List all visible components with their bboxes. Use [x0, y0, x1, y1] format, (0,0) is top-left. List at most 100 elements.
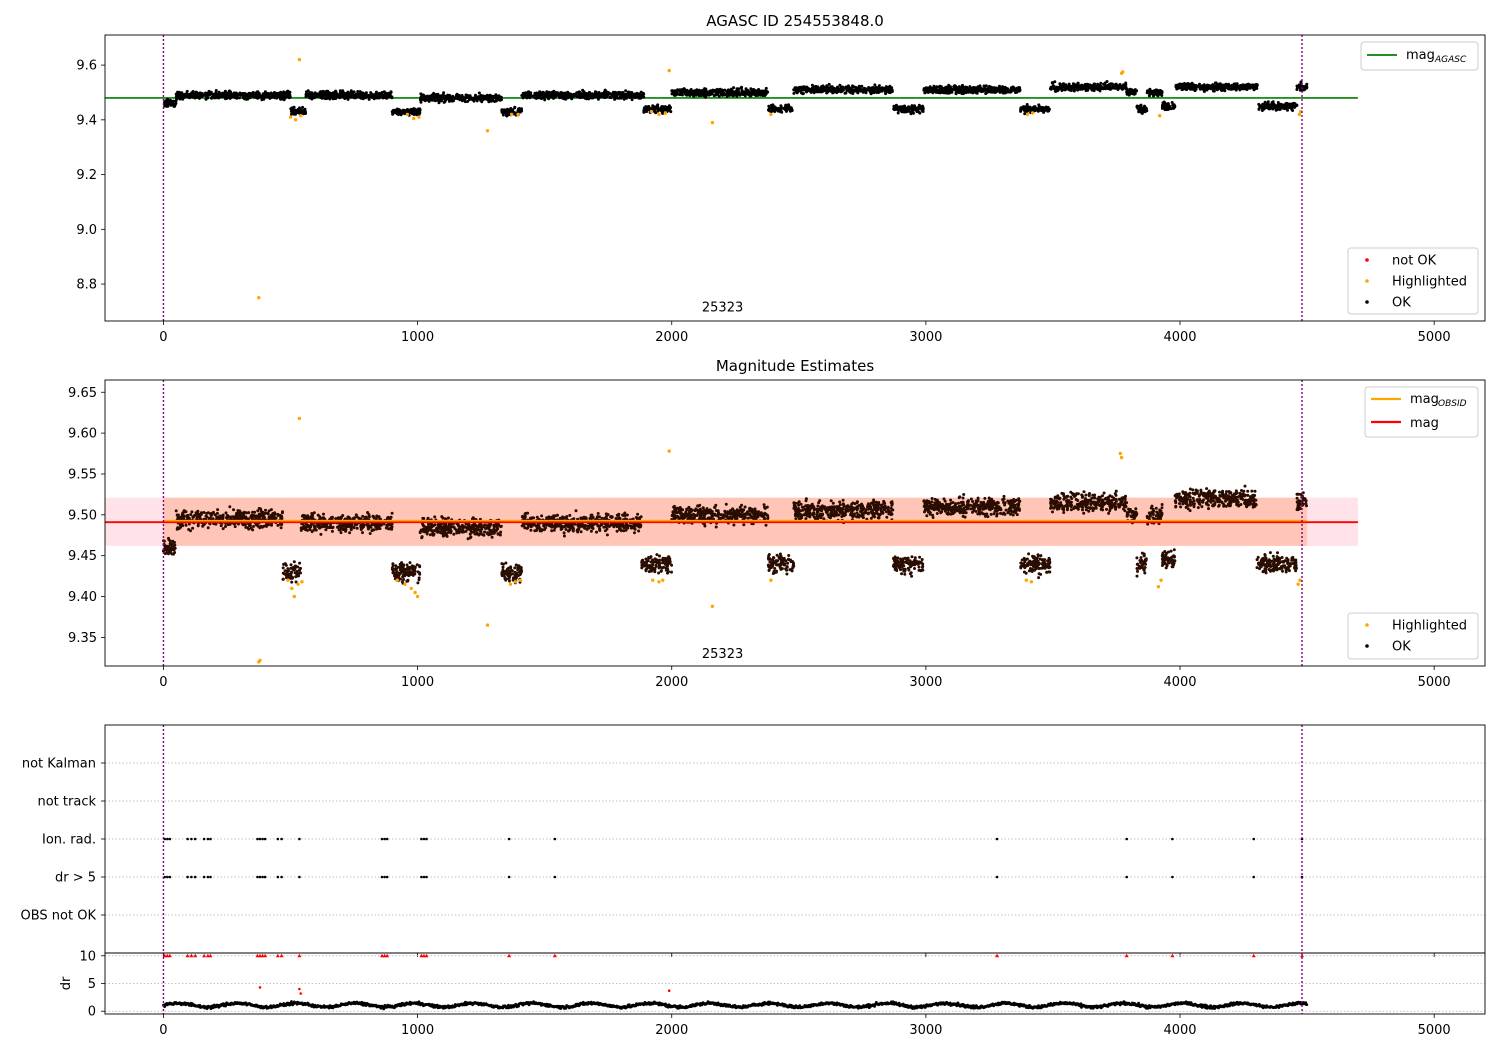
ok-point	[1096, 82, 1100, 86]
ok-point	[185, 514, 189, 518]
ok-point	[282, 572, 286, 576]
ok-point	[338, 89, 342, 93]
ok-point	[460, 94, 464, 97]
ok-point	[276, 512, 280, 516]
ok-point	[218, 95, 222, 99]
ok-point	[1045, 108, 1048, 112]
ok-point	[420, 94, 424, 97]
ok-point	[1073, 83, 1077, 87]
ok-point	[940, 90, 944, 94]
ok-point	[1212, 84, 1216, 88]
ok-point	[296, 573, 300, 577]
ok-point	[201, 524, 205, 528]
ok-point	[207, 516, 211, 520]
ok-point	[238, 514, 242, 517]
y-tick-label: 9.4	[76, 113, 97, 128]
ok-point	[982, 88, 986, 92]
ok-point	[618, 91, 621, 95]
ok-point	[349, 94, 353, 98]
ok-point	[1289, 102, 1293, 106]
ok-point	[191, 516, 195, 519]
ok-point	[1265, 102, 1269, 106]
ok-point	[1029, 108, 1033, 112]
ok-point	[292, 560, 296, 564]
ok-point	[165, 104, 169, 108]
ok-point	[557, 93, 561, 97]
ok-point	[868, 90, 872, 94]
ok-point	[179, 517, 182, 521]
ok-point	[474, 93, 477, 97]
x-tick-label: 5000	[1418, 330, 1451, 345]
ok-point	[410, 110, 414, 114]
ok-point	[262, 515, 266, 519]
ok-point	[497, 97, 501, 100]
obsid-label: 25323	[702, 300, 743, 315]
ok-point	[396, 113, 400, 116]
ok-point	[603, 93, 607, 97]
ok-point	[988, 88, 992, 92]
ok-point	[301, 105, 305, 109]
highlighted-point	[657, 112, 661, 117]
ok-point	[216, 508, 220, 512]
ok-point	[1042, 109, 1046, 113]
highlighted-point	[288, 115, 293, 119]
highlighted-point	[509, 112, 514, 117]
ok-point	[334, 89, 338, 93]
ok-point	[1227, 87, 1230, 91]
ok-point	[310, 92, 314, 96]
ok-point	[246, 97, 250, 101]
ok-point	[470, 96, 474, 100]
ok-point	[175, 97, 179, 101]
ok-point	[293, 108, 297, 112]
ok-point	[235, 511, 239, 515]
ok-point	[214, 91, 218, 94]
ok-point	[415, 113, 419, 117]
ok-point	[577, 91, 581, 95]
highlighted-point	[649, 109, 654, 114]
ok-point	[1293, 102, 1297, 106]
ok-point	[1125, 92, 1129, 96]
ok-point	[205, 511, 209, 515]
ok-point	[494, 93, 498, 97]
ok-point	[744, 87, 748, 91]
ok-point	[396, 110, 400, 114]
ok-point	[196, 92, 199, 96]
ok-point	[346, 91, 350, 95]
ok-point	[1257, 107, 1261, 111]
ok-point	[1268, 107, 1271, 111]
ok-point	[315, 95, 319, 98]
ok-point	[1281, 105, 1285, 109]
ok-point	[212, 96, 216, 100]
ok-point	[189, 529, 192, 533]
ok-point	[691, 92, 695, 96]
ok-point	[715, 90, 719, 94]
ok-point	[1008, 89, 1012, 93]
ok-point	[283, 562, 287, 566]
ok-point	[197, 513, 201, 517]
ok-point	[374, 90, 378, 94]
ok-point	[266, 511, 270, 515]
ok-point	[1073, 88, 1077, 92]
ok-point	[279, 516, 283, 519]
ok-point	[887, 87, 891, 91]
highlighted-point	[485, 129, 490, 133]
ok-point	[740, 85, 743, 89]
ok-point	[372, 97, 376, 101]
ok-point	[945, 86, 949, 90]
ok-point	[463, 100, 467, 104]
ok-point	[787, 107, 791, 111]
ok-point	[232, 91, 236, 95]
y-tick-label: 8.8	[76, 278, 97, 293]
ok-point	[558, 95, 562, 99]
ok-point	[281, 566, 285, 570]
ok-point	[276, 523, 280, 527]
ok-point	[330, 95, 334, 99]
ok-point	[448, 93, 452, 97]
ok-point	[1076, 81, 1080, 85]
ok-point	[624, 92, 628, 96]
ok-point	[1168, 107, 1172, 110]
legend-label-mag-agasc: mag	[1406, 48, 1435, 63]
ok-point	[855, 89, 858, 93]
highlighted-point	[769, 112, 773, 117]
